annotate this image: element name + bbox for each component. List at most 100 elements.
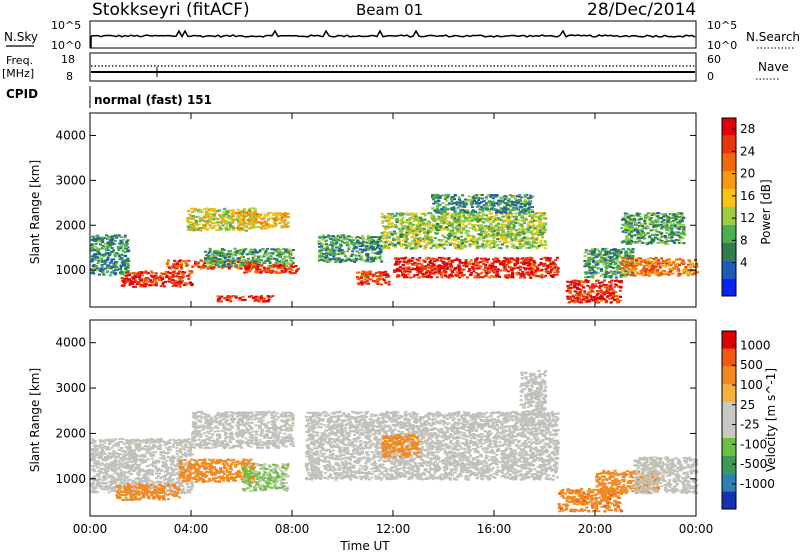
power-cell [119, 240, 122, 242]
power-cell [402, 274, 405, 276]
power-cell [343, 237, 346, 239]
power-cell [239, 227, 242, 229]
power-cell [597, 280, 600, 282]
power-cell [522, 263, 525, 265]
power-cell [204, 265, 207, 267]
power-cell [191, 227, 194, 229]
power-cell [290, 268, 293, 270]
power-cell [511, 243, 514, 245]
power-cell [416, 274, 419, 276]
power-cell [437, 272, 440, 274]
power-cell [521, 227, 524, 229]
power-cell [451, 230, 454, 232]
power-cell [489, 240, 492, 242]
power-cell [566, 285, 569, 287]
power-cell [440, 208, 443, 210]
power-cell [228, 217, 231, 219]
power-cell [456, 244, 459, 246]
power-cell [477, 268, 480, 270]
power-cell [432, 245, 435, 247]
power-cell [613, 299, 616, 301]
power-cell [523, 267, 526, 269]
power-cell [426, 270, 429, 272]
power-cell [429, 273, 432, 275]
power-cell [470, 202, 473, 204]
power-cell [451, 238, 454, 240]
power-cell [333, 258, 336, 260]
power-cell [227, 263, 230, 265]
power-cell [380, 278, 383, 280]
power-cell [492, 194, 495, 196]
power-cell [454, 211, 457, 213]
power-cell [424, 232, 427, 234]
power-cell [485, 198, 488, 200]
power-cell [445, 200, 448, 202]
power-cell [587, 260, 590, 262]
power-cell [484, 266, 487, 268]
power-cell [574, 290, 577, 292]
power-cell [260, 264, 263, 266]
power-cell [152, 284, 155, 286]
nsky-trace [91, 31, 695, 48]
power-cell [182, 260, 185, 262]
power-cell [413, 268, 416, 270]
power-cell [219, 266, 222, 268]
power-cell [237, 225, 240, 227]
power-region [356, 271, 391, 286]
power-cell [171, 276, 174, 278]
power-cell [529, 277, 532, 279]
power-cell [403, 261, 406, 263]
power-cell [381, 232, 384, 234]
power-cell [611, 289, 614, 291]
power-cell [436, 276, 439, 278]
power-cell [534, 227, 537, 229]
power-cell [256, 251, 259, 253]
power-cell [493, 271, 496, 273]
power-cell [176, 263, 179, 265]
power-cell [119, 272, 122, 274]
power-cell [427, 220, 430, 222]
power-cell [416, 224, 419, 226]
power-cell [217, 299, 220, 301]
power-cell [260, 222, 263, 224]
power-cell [250, 295, 253, 297]
power-cell [173, 260, 176, 262]
power-cell [151, 272, 154, 274]
power-cell [527, 208, 530, 210]
power-cell [618, 281, 621, 283]
power-cell [367, 276, 370, 278]
power-cell [614, 283, 617, 285]
power-cell [568, 301, 571, 303]
power-cell [612, 260, 615, 262]
power-cell [207, 252, 210, 254]
power-cell [530, 257, 533, 259]
power-cell [274, 223, 277, 225]
power-cell [447, 237, 450, 239]
power-cell [265, 253, 268, 255]
power-cell [464, 262, 467, 264]
power-cell [535, 239, 538, 241]
power-cell [440, 222, 443, 224]
power-cell [386, 240, 389, 242]
power-cell [120, 236, 123, 238]
power-cell [436, 233, 439, 235]
power-cell [406, 270, 409, 272]
power-cell [436, 244, 439, 246]
power-cell [400, 219, 403, 221]
power-cell [508, 274, 511, 276]
power-cell [488, 210, 491, 212]
power-cell [602, 284, 605, 286]
power-cell [458, 241, 461, 243]
power-cell [485, 233, 488, 235]
power-cell [122, 250, 125, 252]
power-cell [377, 253, 380, 255]
power-cell [341, 241, 344, 243]
power-cell [527, 202, 530, 204]
power-cell [354, 255, 357, 257]
power-cell [575, 294, 578, 296]
power-cell [376, 279, 379, 281]
power-cell [115, 267, 118, 269]
power-cell [479, 208, 482, 210]
power-cell [356, 240, 359, 242]
power-cell [442, 202, 445, 204]
